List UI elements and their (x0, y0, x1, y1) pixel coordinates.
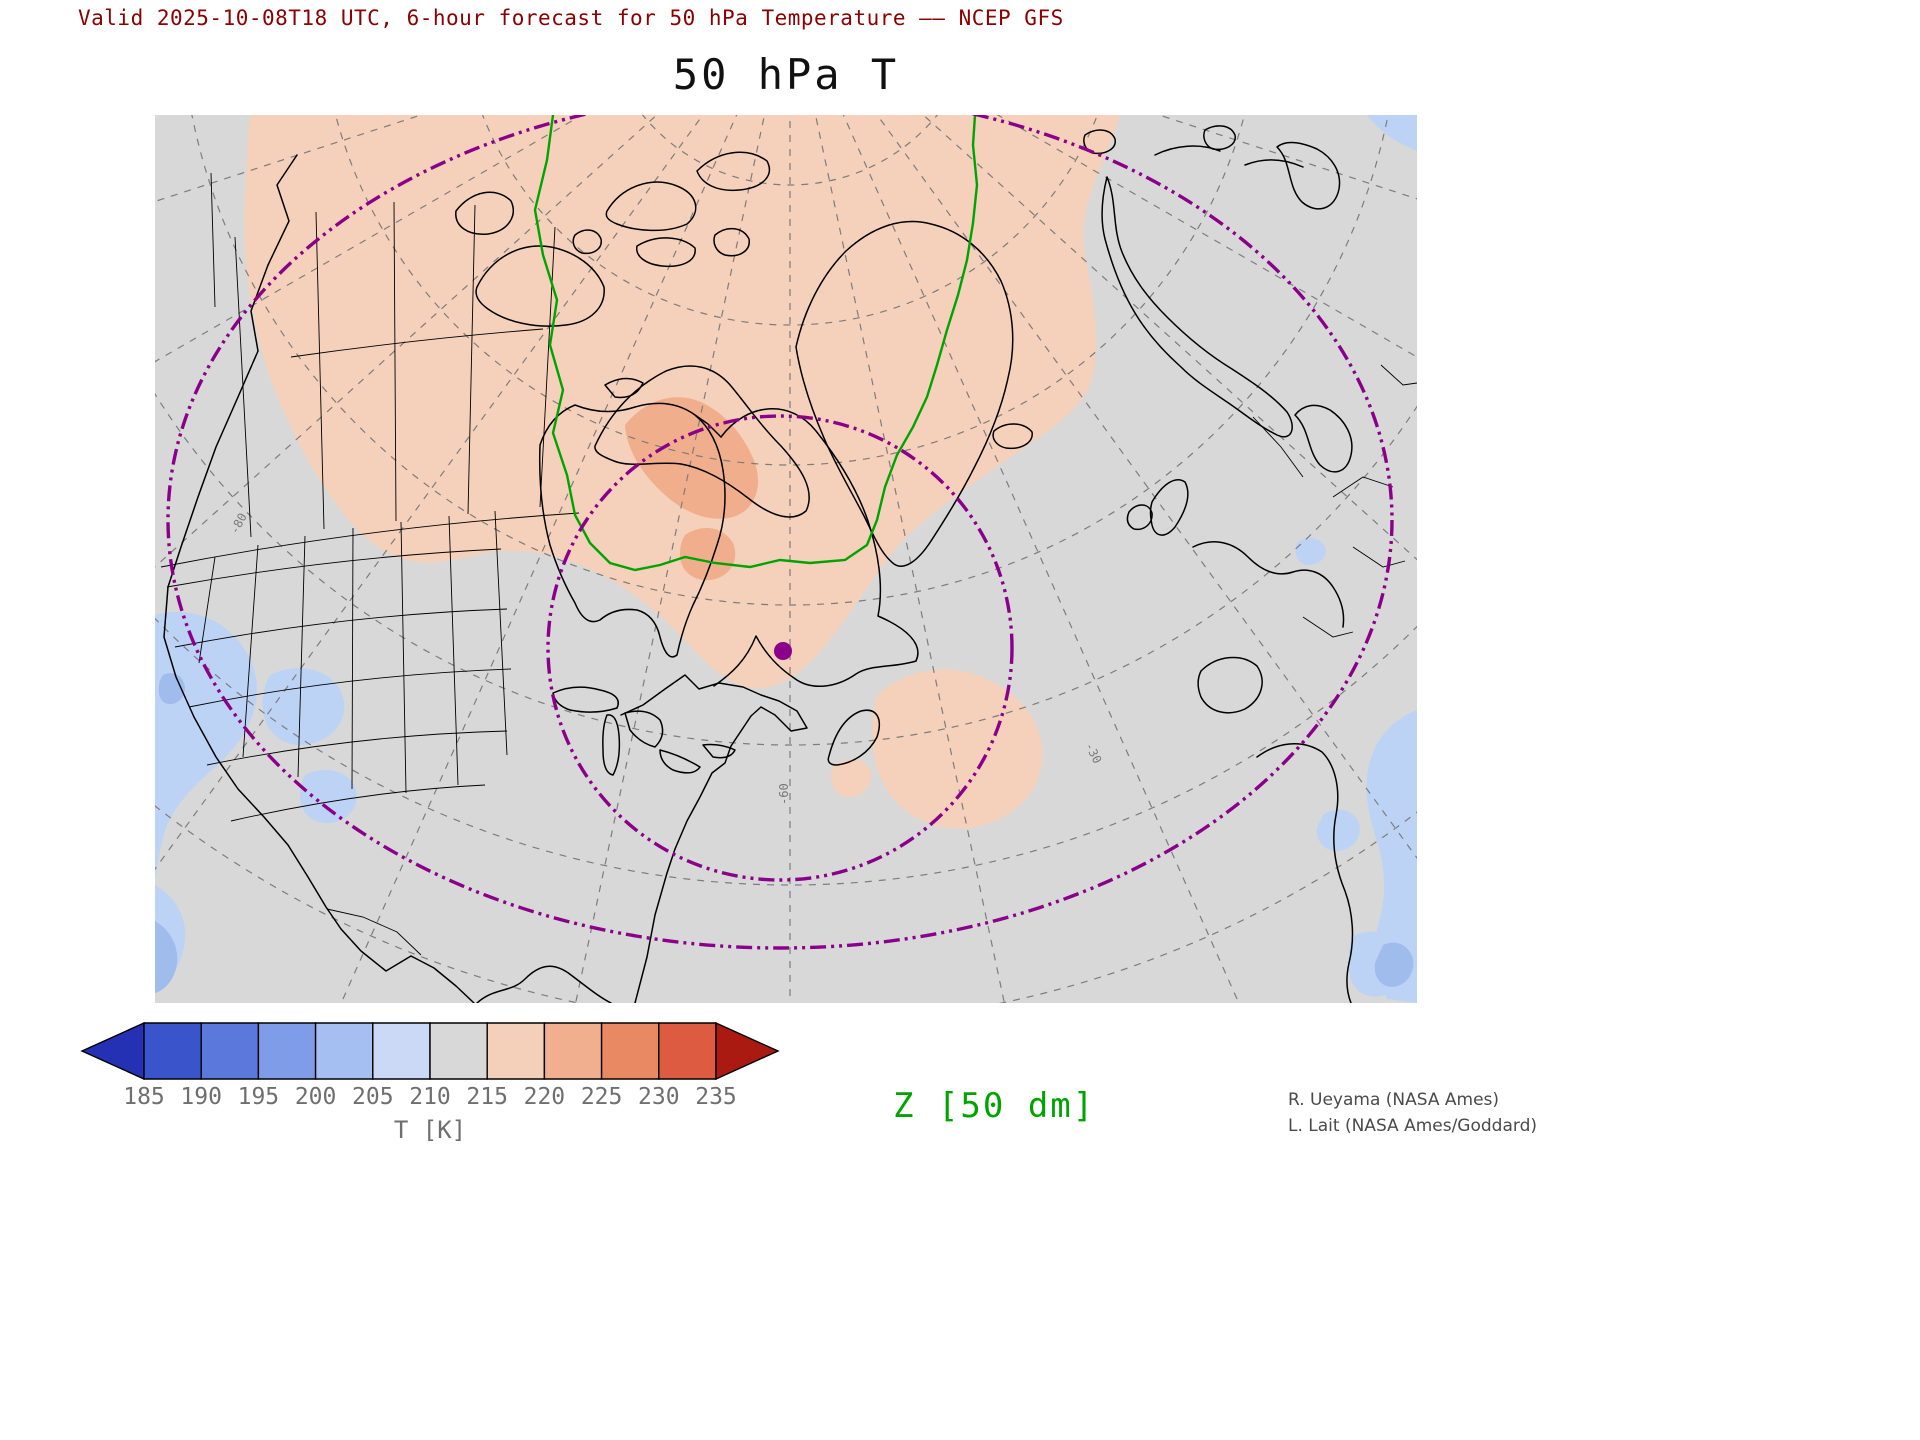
colorbar-svg (80, 1022, 780, 1080)
colorbar-tick: 225 (580, 1084, 623, 1110)
colorbar-segment (486, 1022, 546, 1080)
colorbar-tick: 185 (123, 1084, 165, 1110)
temp-shade-cool-light (155, 115, 1417, 1003)
colorbar-segment (314, 1022, 374, 1080)
vortex-edge-rings (166, 115, 1394, 950)
map-svg: -80 -60 -30 (155, 115, 1417, 1003)
vortex-center-marker (774, 642, 792, 660)
vortex-edge-outer (166, 115, 1394, 950)
colorbar-tick: 205 (352, 1084, 394, 1110)
colorbar-tick: 210 (409, 1084, 451, 1110)
colorbar-tick: 195 (237, 1084, 280, 1110)
colorbar-ticks: 185 190 195 200 205 210 215 220 225 230 235 (80, 1084, 780, 1112)
colorbar-segment (80, 1022, 145, 1080)
coastlines (163, 125, 1354, 1003)
colorbar-segment (658, 1022, 717, 1080)
colorbar-segment (600, 1022, 660, 1080)
colorbar-tick: 220 (523, 1084, 566, 1110)
z-overlay-label: Z [50 dm] (893, 1086, 1096, 1126)
colorbar-tick: 215 (466, 1084, 508, 1110)
colorbar-segment (372, 1022, 431, 1080)
colorbar-tick: 230 (638, 1084, 680, 1110)
colorbar-segment (543, 1022, 603, 1080)
vortex-edge-inner (546, 414, 1014, 882)
valid-line: Valid 2025-10-08T18 UTC, 6-hour forecast… (78, 6, 1064, 30)
colorbar-segment (429, 1022, 488, 1080)
map-canvas: -80 -60 -30 (155, 115, 1417, 1003)
credit-line-2: L. Lait (NASA Ames/Goddard) (1288, 1115, 1537, 1136)
colorbar-segment (200, 1022, 260, 1080)
graticule (155, 115, 1417, 1003)
credits: R. Ueyama (NASA Ames) L. Lait (NASA Ames… (1288, 1088, 1537, 1139)
colorbar-segment (143, 1022, 202, 1080)
colorbar-tick: 190 (180, 1084, 222, 1110)
colorbar-tick: 235 (695, 1084, 737, 1110)
colorbar-segment (715, 1022, 780, 1080)
colorbar-axis-label: T [K] (393, 1116, 467, 1144)
temp-shade-cool-mid (155, 673, 1414, 993)
graticule-label: -60 (777, 783, 791, 805)
colorbar-tick: 200 (294, 1084, 337, 1110)
colorbar: 185 190 195 200 205 210 215 220 225 230 235 T [K] (80, 1022, 780, 1144)
page-title: 50 hPa T (672, 50, 900, 99)
credit-line-1: R. Ueyama (NASA Ames) (1288, 1090, 1500, 1110)
colorbar-segment (257, 1022, 317, 1080)
z-height-contour (533, 115, 979, 572)
